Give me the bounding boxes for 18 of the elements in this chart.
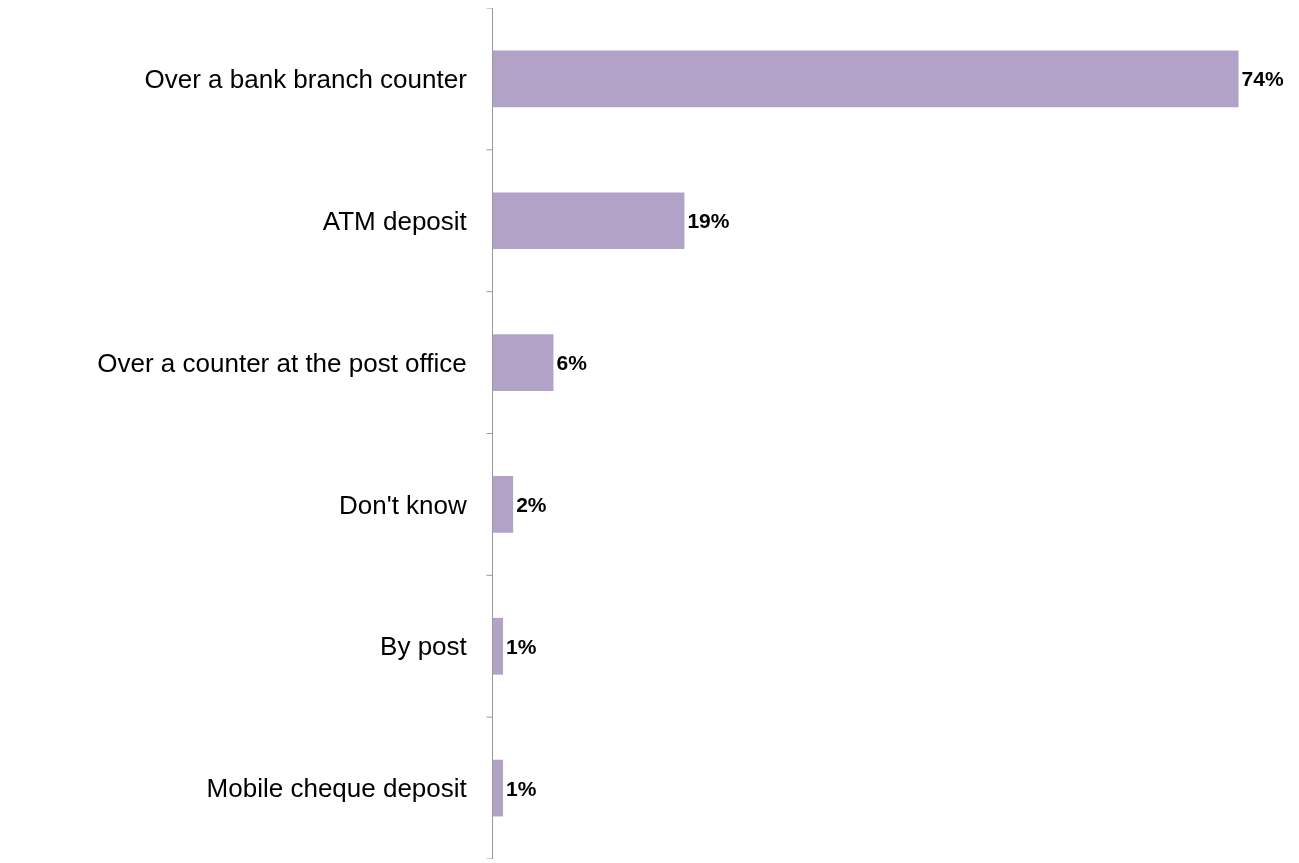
bar: [493, 192, 685, 250]
y-tick-label: Over a bank branch counter: [144, 64, 468, 95]
data-label: 19%: [687, 209, 730, 233]
bar: [493, 617, 504, 675]
data-label: 1%: [506, 776, 537, 800]
bar: [493, 759, 504, 817]
y-tick-label: Don't know: [338, 489, 468, 520]
data-label: 1%: [506, 634, 537, 658]
y-tick-label: ATM deposit: [322, 205, 468, 236]
bar: [493, 334, 554, 391]
y-tick-label: By post: [380, 631, 468, 662]
bar: [493, 50, 1239, 108]
data-label: 74%: [1241, 67, 1284, 91]
bar: [493, 476, 514, 533]
y-tick-label: Over a counter at the post office: [97, 347, 467, 378]
data-label: 6%: [556, 351, 588, 375]
y-tick-label: Mobile cheque deposit: [206, 773, 468, 804]
data-label: 2%: [516, 492, 547, 516]
